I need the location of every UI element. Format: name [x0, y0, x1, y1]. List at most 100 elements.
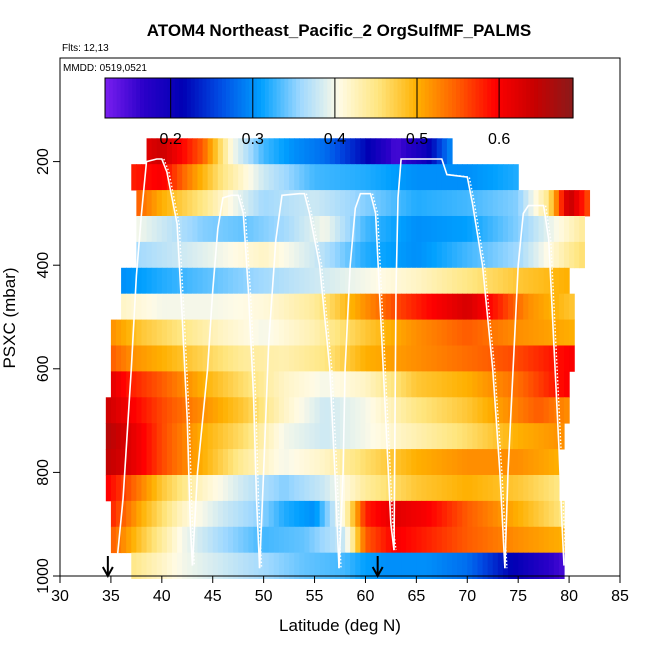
heat-cell: [487, 500, 494, 528]
heat-cell: [528, 449, 535, 476]
heat-cell: [314, 397, 321, 424]
colorbar-swatch: [171, 78, 176, 118]
heat-cell: [126, 474, 132, 502]
heat-cell: [472, 345, 479, 372]
heat-cell: [278, 526, 285, 554]
heat-cell: [462, 552, 468, 579]
heat-cell: [156, 423, 163, 450]
heat-cell: [284, 267, 290, 295]
heat-cell: [497, 371, 504, 398]
heat-cell: [426, 397, 433, 424]
heat-cell: [421, 371, 428, 398]
colorbar-swatch: [264, 78, 270, 118]
heat-cell: [243, 190, 249, 217]
heat-cell: [319, 345, 326, 372]
heat-cell: [263, 164, 270, 191]
heat-cell: [314, 190, 321, 217]
heat-cell: [161, 319, 168, 346]
colorbar-swatch: [530, 78, 535, 118]
heat-cell: [299, 397, 305, 424]
heat-cell: [508, 345, 514, 372]
heat-cell: [416, 138, 423, 165]
heat-cell: [126, 449, 132, 476]
heat-cell: [452, 526, 458, 554]
colorbar-swatch: [300, 78, 305, 118]
heat-cell: [309, 267, 316, 295]
heat-cell: [182, 164, 188, 191]
heat-cell: [319, 215, 326, 243]
heat-cell: [482, 474, 489, 502]
heat-cell: [172, 552, 178, 579]
heat-cell: [202, 526, 209, 554]
colorbar-swatch: [495, 78, 500, 118]
heat-cell: [528, 423, 535, 450]
heat-cell: [355, 293, 361, 320]
heat-cell: [487, 190, 494, 217]
heat-cell: [156, 552, 163, 579]
heat-cell: [182, 449, 188, 476]
heat-cell: [284, 215, 290, 243]
colorbar-swatch: [553, 78, 558, 118]
heat-cell: [467, 215, 473, 243]
heat-cell: [543, 423, 550, 450]
heat-cell: [248, 474, 255, 502]
heat-cell: [329, 449, 336, 476]
heat-cell: [151, 241, 158, 269]
heat-cell: [482, 241, 489, 269]
heat-cell: [411, 345, 417, 372]
heat-cell: [416, 474, 423, 502]
heat-cell: [151, 267, 158, 295]
heat-cell: [569, 190, 575, 217]
heat-cell: [238, 215, 244, 243]
heat-cell: [390, 552, 397, 579]
heat-cell: [233, 500, 239, 528]
heat-cell: [207, 474, 214, 502]
heat-cell: [513, 190, 519, 217]
heat-cell: [472, 267, 479, 295]
heat-cell: [558, 397, 565, 424]
heat-cell: [441, 423, 448, 450]
heat-cell: [182, 500, 188, 528]
heat-cell: [401, 319, 407, 346]
chart-title: ATOM4 Northeast_Pacific_2 OrgSulfMF_PALM…: [147, 21, 531, 40]
heat-cell: [289, 500, 295, 528]
heat-cell: [446, 215, 453, 243]
heat-cell: [324, 552, 331, 579]
heat-cell: [396, 190, 402, 217]
heat-cell: [457, 345, 463, 372]
heat-cell: [263, 552, 270, 579]
heat-cell: [584, 190, 591, 217]
heat-cell: [263, 500, 270, 528]
heat-cell: [457, 164, 463, 191]
heat-cell: [289, 526, 295, 554]
heat-cell: [294, 397, 300, 424]
heat-cell: [222, 241, 229, 269]
heat-cell: [467, 397, 473, 424]
heat-cell: [416, 319, 423, 346]
heat-cell: [166, 526, 173, 554]
heat-cell: [151, 319, 158, 346]
colorbar-swatch: [502, 78, 508, 118]
heat-cell: [324, 138, 331, 165]
heat-cell: [187, 552, 193, 579]
heat-cell: [553, 319, 560, 346]
heat-cell: [156, 345, 163, 372]
heat-cell: [431, 319, 438, 346]
heat-cell: [166, 449, 173, 476]
heat-cell: [375, 190, 382, 217]
heat-cell: [278, 138, 285, 165]
heat-cell: [472, 500, 479, 528]
heat-cell: [319, 190, 326, 217]
heat-cell: [182, 215, 188, 243]
heat-cell: [406, 500, 412, 528]
heat-cell: [390, 267, 397, 295]
heat-cell: [340, 190, 346, 217]
heat-cell: [421, 345, 428, 372]
heat-cell: [197, 164, 204, 191]
heat-cell: [314, 500, 321, 528]
colorbar-swatch: [206, 78, 211, 118]
heat-cell: [385, 449, 392, 476]
heat-cell: [411, 552, 417, 579]
heat-cell: [401, 526, 407, 554]
heat-cell: [238, 319, 244, 346]
